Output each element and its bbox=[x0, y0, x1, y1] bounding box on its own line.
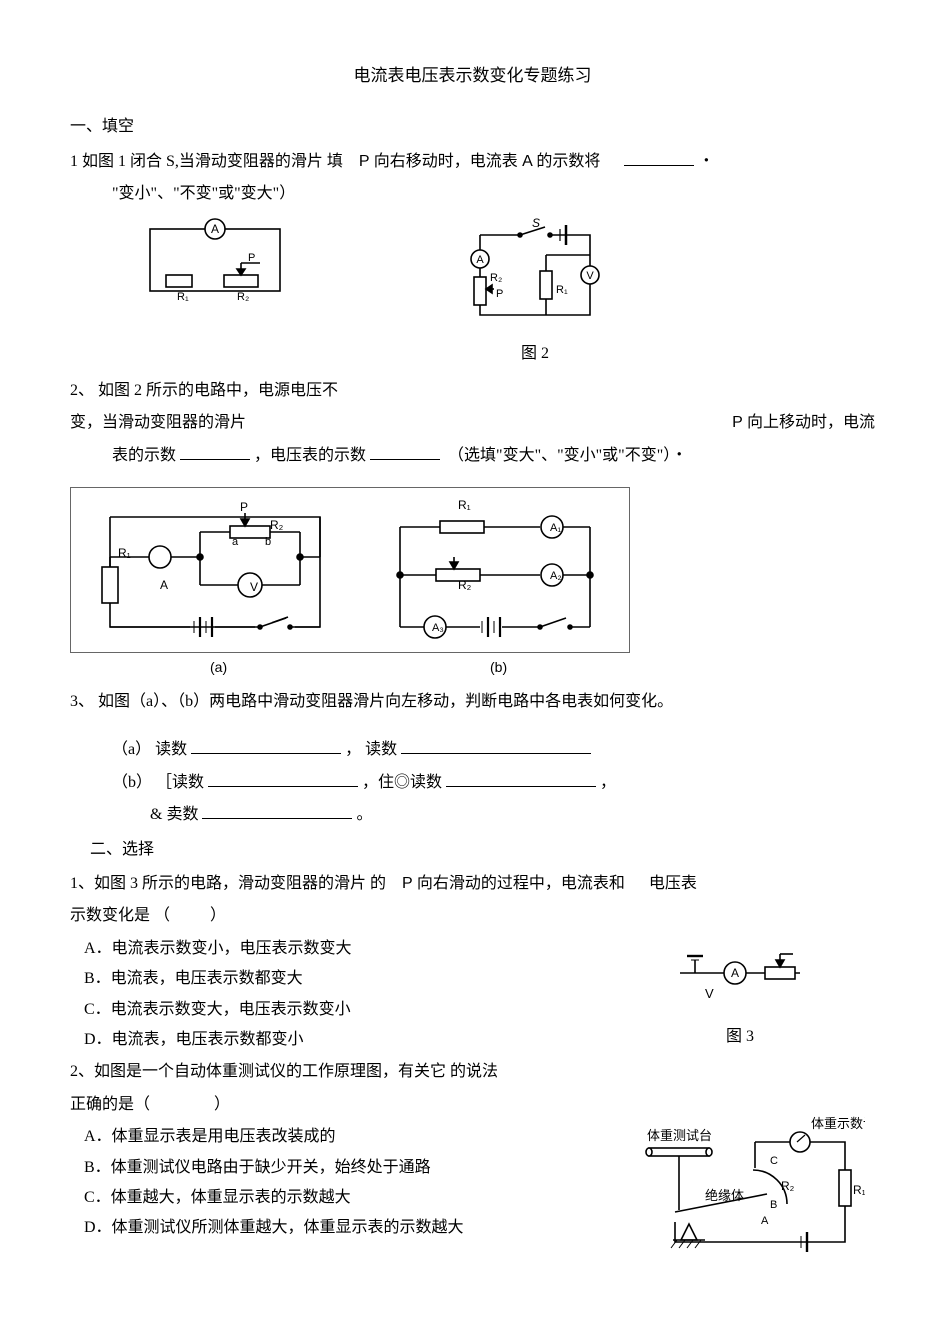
q3-c: & 卖数 。 bbox=[70, 800, 875, 830]
fig-row-1: A R₁ R₂ P bbox=[130, 215, 875, 369]
fig4: 体重测试台 体重示数计 绝缘体 R₂ R₁ C B A bbox=[635, 1112, 865, 1262]
q3-b-end: ， bbox=[600, 774, 616, 791]
q2-l3a: 表的示数 bbox=[112, 447, 176, 464]
fig1-svg: A R₁ R₂ P bbox=[130, 215, 300, 305]
q3-a-blank1 bbox=[191, 737, 341, 754]
mc1-stem-l1: 1、如图 3 所示的电路，滑动变阻器的滑片 的 P 向右滑动的过程中，电流表和 … bbox=[70, 869, 875, 899]
q1-dot: ・ bbox=[698, 153, 714, 170]
svg-text:(b): (b) bbox=[490, 659, 507, 675]
q1-line2: "变小"、"不变"或"变大"） bbox=[70, 179, 875, 209]
svg-text:A: A bbox=[160, 578, 168, 592]
svg-text:V: V bbox=[705, 986, 714, 1001]
svg-text:R₁: R₁ bbox=[458, 498, 471, 512]
fig4-stage-label: 体重测试台 bbox=[647, 1128, 712, 1143]
mc1-s1: 1、如图 3 所示的电路，滑动变阻器的滑片 的 bbox=[70, 875, 386, 892]
q2-blank1 bbox=[180, 443, 250, 460]
svg-text:C: C bbox=[770, 1155, 778, 1167]
fig4-r2: R₂ bbox=[781, 1179, 795, 1193]
fig3-svg: A V bbox=[665, 938, 815, 1008]
fig-ab-row: A V R₁ R₂ P a b (a) bbox=[70, 487, 875, 677]
q3-c-label: & 卖数 bbox=[150, 806, 198, 823]
mc1-s4: 示数变化是 （ bbox=[70, 907, 170, 924]
q2-l2a: 变，当滑动变阻器的滑片 bbox=[70, 408, 246, 438]
q1-mid: P 向右移动时，电流表 A 的示数将 bbox=[359, 153, 601, 170]
fig2-caption: 图 2 bbox=[460, 339, 610, 369]
svg-text:P: P bbox=[496, 288, 503, 300]
q3-a: （a） 读数 ， 读数 bbox=[70, 735, 875, 765]
fig4-meter-label: 体重示数计 bbox=[811, 1116, 865, 1131]
svg-text:b: b bbox=[265, 536, 271, 548]
fig-ab-svg: A V R₁ R₂ P a b (a) bbox=[70, 487, 630, 677]
q3-b-blank2 bbox=[446, 770, 596, 787]
fig2: A V S R₂ P R₁ 图 2 bbox=[460, 215, 610, 369]
svg-text:A: A bbox=[761, 1215, 769, 1227]
svg-text:A: A bbox=[211, 222, 219, 236]
mc2-stem-l1: 2、如图是一个自动体重测试仪的工作原理图，有关它 的说法 bbox=[70, 1057, 875, 1087]
svg-text:A: A bbox=[731, 966, 739, 980]
svg-text:R₂: R₂ bbox=[237, 291, 249, 303]
svg-text:A₃: A₃ bbox=[432, 622, 444, 634]
q2-l2b: P 向上移动时，电流 bbox=[732, 408, 875, 438]
svg-text:A: A bbox=[476, 254, 484, 266]
svg-text:R₁: R₁ bbox=[556, 284, 568, 296]
q3-a-label: （a） 读数 bbox=[112, 741, 187, 758]
svg-text:P: P bbox=[240, 500, 248, 514]
q2-l3b: ，电压表的示数 bbox=[254, 447, 366, 464]
q2-line2: 变，当滑动变阻器的滑片 P 向上移动时，电流 bbox=[70, 408, 875, 438]
q2-l3c: （选填"变大"、"变小"或"不变"）・ bbox=[448, 447, 687, 464]
page-title: 电流表电压表示数变化专题练习 bbox=[70, 60, 875, 92]
svg-text:A₁: A₁ bbox=[550, 522, 561, 534]
fig3-caption: 图 3 bbox=[665, 1022, 815, 1052]
mc1-s3: 电压表 bbox=[649, 875, 697, 892]
q3-c-blank bbox=[202, 802, 352, 819]
svg-text:V: V bbox=[586, 270, 594, 282]
svg-text:R₂: R₂ bbox=[270, 518, 284, 532]
q3-a-blank2 bbox=[401, 737, 591, 754]
svg-text:R₁: R₁ bbox=[177, 291, 189, 303]
svg-text:A₂: A₂ bbox=[550, 570, 562, 582]
q3-b-label: （b） ［读数 bbox=[112, 774, 204, 791]
mc1-s5: ） bbox=[210, 907, 226, 924]
q3-b-blank1 bbox=[208, 770, 358, 787]
svg-text:R₂: R₂ bbox=[490, 272, 502, 284]
q1-pre: 1 如图 1 闭合 S,当滑动变阻器的滑片 填 bbox=[70, 153, 343, 170]
mc1-s2: P 向右滑动的过程中，电流表和 bbox=[402, 875, 625, 892]
svg-text:S: S bbox=[532, 216, 540, 230]
section-2-header: 二、选择 bbox=[70, 835, 875, 865]
svg-text:V: V bbox=[250, 580, 258, 594]
q1-blank bbox=[624, 149, 694, 166]
fig4-r1: R₁ bbox=[853, 1183, 865, 1197]
q2-line3: 表的示数 ，电压表的示数 （选填"变大"、"变小"或"不变"）・ bbox=[70, 441, 875, 471]
q2-line1: 2、 如图 2 所示的电路中，电源电压不 bbox=[70, 376, 875, 406]
mc1-stem-l2: 示数变化是 （ ） bbox=[70, 901, 875, 931]
fig2-svg: A V S R₂ P R₁ bbox=[460, 215, 610, 335]
q3-intro: 3、 如图（a）、（b）两电路中滑动变阻器滑片向左移动，判断电路中各电表如何变化… bbox=[70, 687, 875, 717]
q3-b-mid: ，住◎读数 bbox=[362, 774, 442, 791]
svg-text:(a): (a) bbox=[210, 659, 227, 675]
mc2-s2: 正确的是（ bbox=[70, 1096, 150, 1113]
svg-text:P: P bbox=[248, 252, 255, 264]
q1-line1: 1 如图 1 闭合 S,当滑动变阻器的滑片 填 P 向右移动时，电流表 A 的示… bbox=[70, 147, 875, 177]
q2-blank2 bbox=[370, 443, 440, 460]
svg-text:a: a bbox=[232, 536, 239, 548]
q3-b: （b） ［读数 ，住◎读数 ， bbox=[70, 768, 875, 798]
svg-text:R₂: R₂ bbox=[458, 578, 472, 592]
fig4-ins-label: 绝缘体 bbox=[705, 1188, 744, 1203]
section-1-header: 一、填空 bbox=[70, 112, 875, 142]
fig4-svg: 体重测试台 体重示数计 绝缘体 R₂ R₁ C B A bbox=[635, 1112, 865, 1262]
q3-c-end: 。 bbox=[356, 806, 372, 823]
fig3: A V 图 3 bbox=[665, 938, 815, 1052]
fig1: A R₁ R₂ P bbox=[130, 215, 300, 305]
q3-a-mid: ， 读数 bbox=[345, 741, 397, 758]
svg-text:B: B bbox=[770, 1199, 777, 1211]
mc2-s3: ） bbox=[214, 1096, 230, 1113]
svg-text:R₁: R₁ bbox=[118, 546, 131, 560]
